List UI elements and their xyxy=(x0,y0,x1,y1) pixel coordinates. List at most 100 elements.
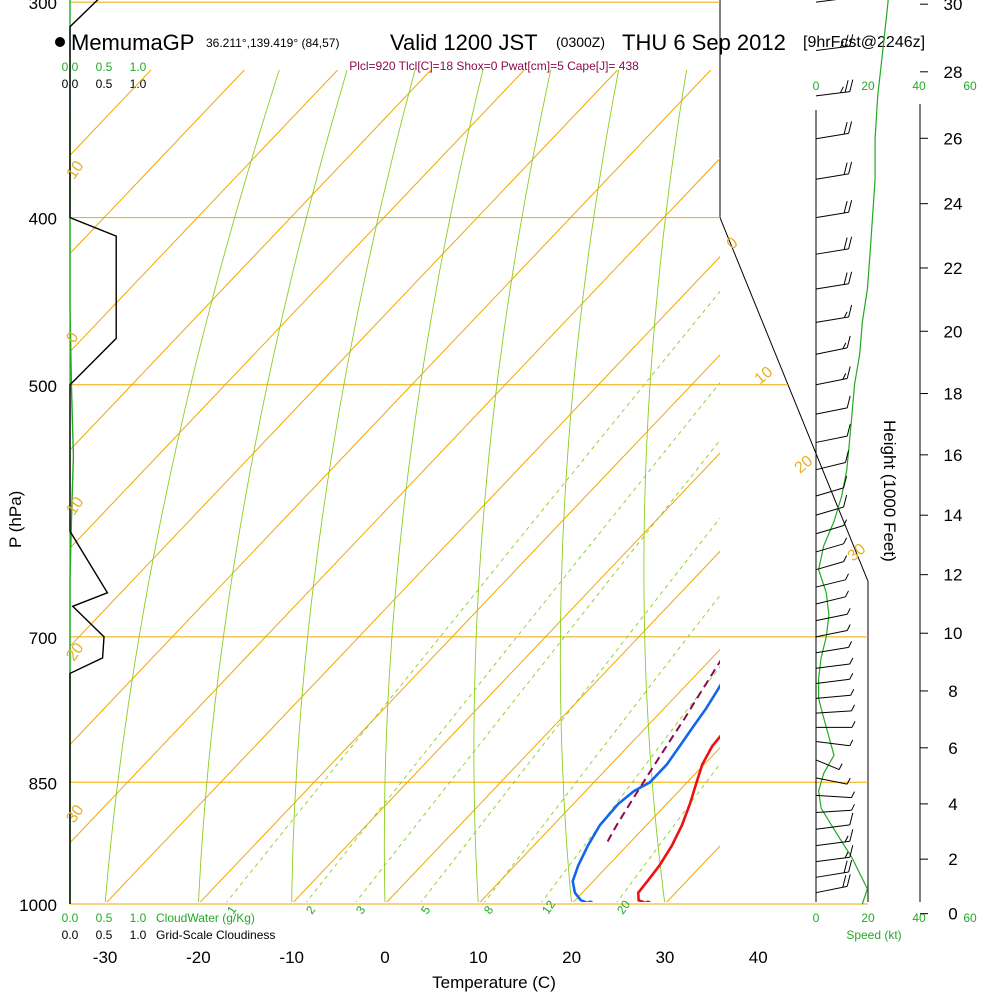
right-bottom-ticks: 0 20 40 60 xyxy=(813,911,977,925)
wind-barb xyxy=(815,739,854,747)
wind-barb-feather xyxy=(851,804,855,811)
wind-barb-shaft xyxy=(815,759,840,771)
wind-barb xyxy=(815,641,853,654)
wind-barb xyxy=(815,200,853,219)
tick-label: 0 xyxy=(813,79,820,93)
wind-barb-feather xyxy=(843,555,848,562)
wind-barb xyxy=(815,590,849,605)
wind-barb-feather xyxy=(849,657,854,665)
wind-barb-shaft xyxy=(815,840,850,847)
wind-barb-feather xyxy=(843,311,848,319)
wind-barb-feather xyxy=(843,860,848,873)
dry-adiabat-line xyxy=(559,70,620,902)
wind-barb xyxy=(815,519,848,535)
wind-barb-feather xyxy=(846,777,851,785)
wind-barb-feather xyxy=(849,34,854,47)
wind-barb-shaft xyxy=(815,407,848,415)
wind-barb-feather xyxy=(838,763,843,770)
surface-dewpoint-point xyxy=(587,900,594,902)
wind-barb-feather xyxy=(842,875,847,888)
wind-barb xyxy=(815,812,854,830)
isotherm-line xyxy=(0,0,252,904)
mixing-ratio-label: 12 xyxy=(539,897,558,916)
wind-barb-feather xyxy=(845,573,849,581)
dry-adiabat-line xyxy=(291,70,416,902)
wind-barb-shaft xyxy=(815,283,849,290)
wind-barb xyxy=(815,423,851,443)
wind-barb-feather xyxy=(843,162,848,175)
wind-barb-feather xyxy=(851,791,855,798)
tick-label: 60 xyxy=(963,79,977,93)
height-tick-label: 6 xyxy=(948,739,957,758)
height-tick-label: 18 xyxy=(944,385,963,404)
diagram-background xyxy=(70,0,869,905)
wind-barb-feather xyxy=(848,304,853,318)
wind-barb-shaft xyxy=(815,347,848,355)
height-tick-label: 24 xyxy=(944,195,963,214)
wind-barb-shaft xyxy=(815,462,846,471)
right-top-ticks: 0 20 40 60 xyxy=(813,79,977,93)
tick-label: 20 xyxy=(861,911,875,925)
isotherm-line xyxy=(852,0,1000,904)
isotherm-line xyxy=(70,70,245,255)
wind-barb-feather xyxy=(846,423,851,437)
wind-barb-feather xyxy=(849,672,854,680)
left-bottom-black-ticks: 0.0 0.5 1.0 xyxy=(62,928,147,942)
wind-barb xyxy=(815,366,851,386)
wind-barb-feather xyxy=(849,812,854,826)
wind-barb xyxy=(815,0,837,3)
left-panel xyxy=(69,0,117,904)
plot-outline xyxy=(719,0,869,902)
pressure-tick-label: 300 xyxy=(29,0,57,13)
wind-barb xyxy=(815,34,854,51)
wind-barb xyxy=(815,688,855,699)
wind-barb-shaft xyxy=(815,211,849,219)
wind-barb xyxy=(815,573,849,588)
left-top-green-ticks: 0.0 0.5 1.0 xyxy=(62,60,147,74)
mixing-ratio-line xyxy=(226,290,720,902)
isotherm-line xyxy=(479,648,720,902)
right-panel: 02468101214161820222426283032 xyxy=(815,0,963,924)
tick-label: 0.5 xyxy=(96,928,113,942)
isotherm-label: 20 xyxy=(792,453,817,478)
wind-barb xyxy=(815,777,851,785)
wind-barb xyxy=(815,494,848,516)
height-tick-label: 22 xyxy=(944,259,963,278)
isobar-label: 0 xyxy=(63,329,82,346)
wind-barb-feather xyxy=(843,537,848,545)
wind-barb xyxy=(815,791,855,799)
cloudiness-label: Grid-Scale Cloudiness xyxy=(156,928,275,942)
forecast-tag: [9hrFcst@2246z] xyxy=(803,34,925,51)
isotherm-line xyxy=(292,452,720,902)
tick-label: 60 xyxy=(963,911,977,925)
wind-barb-feather xyxy=(846,624,851,631)
wind-barb xyxy=(815,236,853,255)
isotherm-line xyxy=(386,550,720,902)
wind-barb-shaft xyxy=(815,646,849,654)
wind-barb-feather xyxy=(842,342,847,350)
wind-barb-shaft xyxy=(815,741,850,747)
dry-adiabat-line xyxy=(383,70,484,902)
tick-label: 40 xyxy=(912,79,926,93)
wind-barb-feather xyxy=(846,366,851,379)
wind-barb xyxy=(815,804,855,813)
wind-barb-shaft xyxy=(815,710,852,714)
wind-barb-shaft xyxy=(815,856,850,863)
wind-barb-shaft xyxy=(815,630,848,638)
wind-barb-feather xyxy=(839,86,844,94)
temperature-tick-label: 30 xyxy=(655,948,674,967)
wind-barb xyxy=(815,475,848,497)
height-tick-label: 2 xyxy=(948,850,957,869)
wind-barb-feather xyxy=(843,200,848,214)
wind-barb-shaft xyxy=(815,871,849,878)
wind-barb-shaft xyxy=(815,824,850,830)
wind-barb-feather xyxy=(849,79,854,92)
dry-adiabat-line xyxy=(803,0,859,941)
isotherm-line xyxy=(106,256,720,902)
wind-barb-feather xyxy=(839,41,844,48)
wind-barb-shaft xyxy=(815,525,844,535)
isotherm-line xyxy=(70,157,720,844)
tick-label: 1.0 xyxy=(130,928,147,942)
